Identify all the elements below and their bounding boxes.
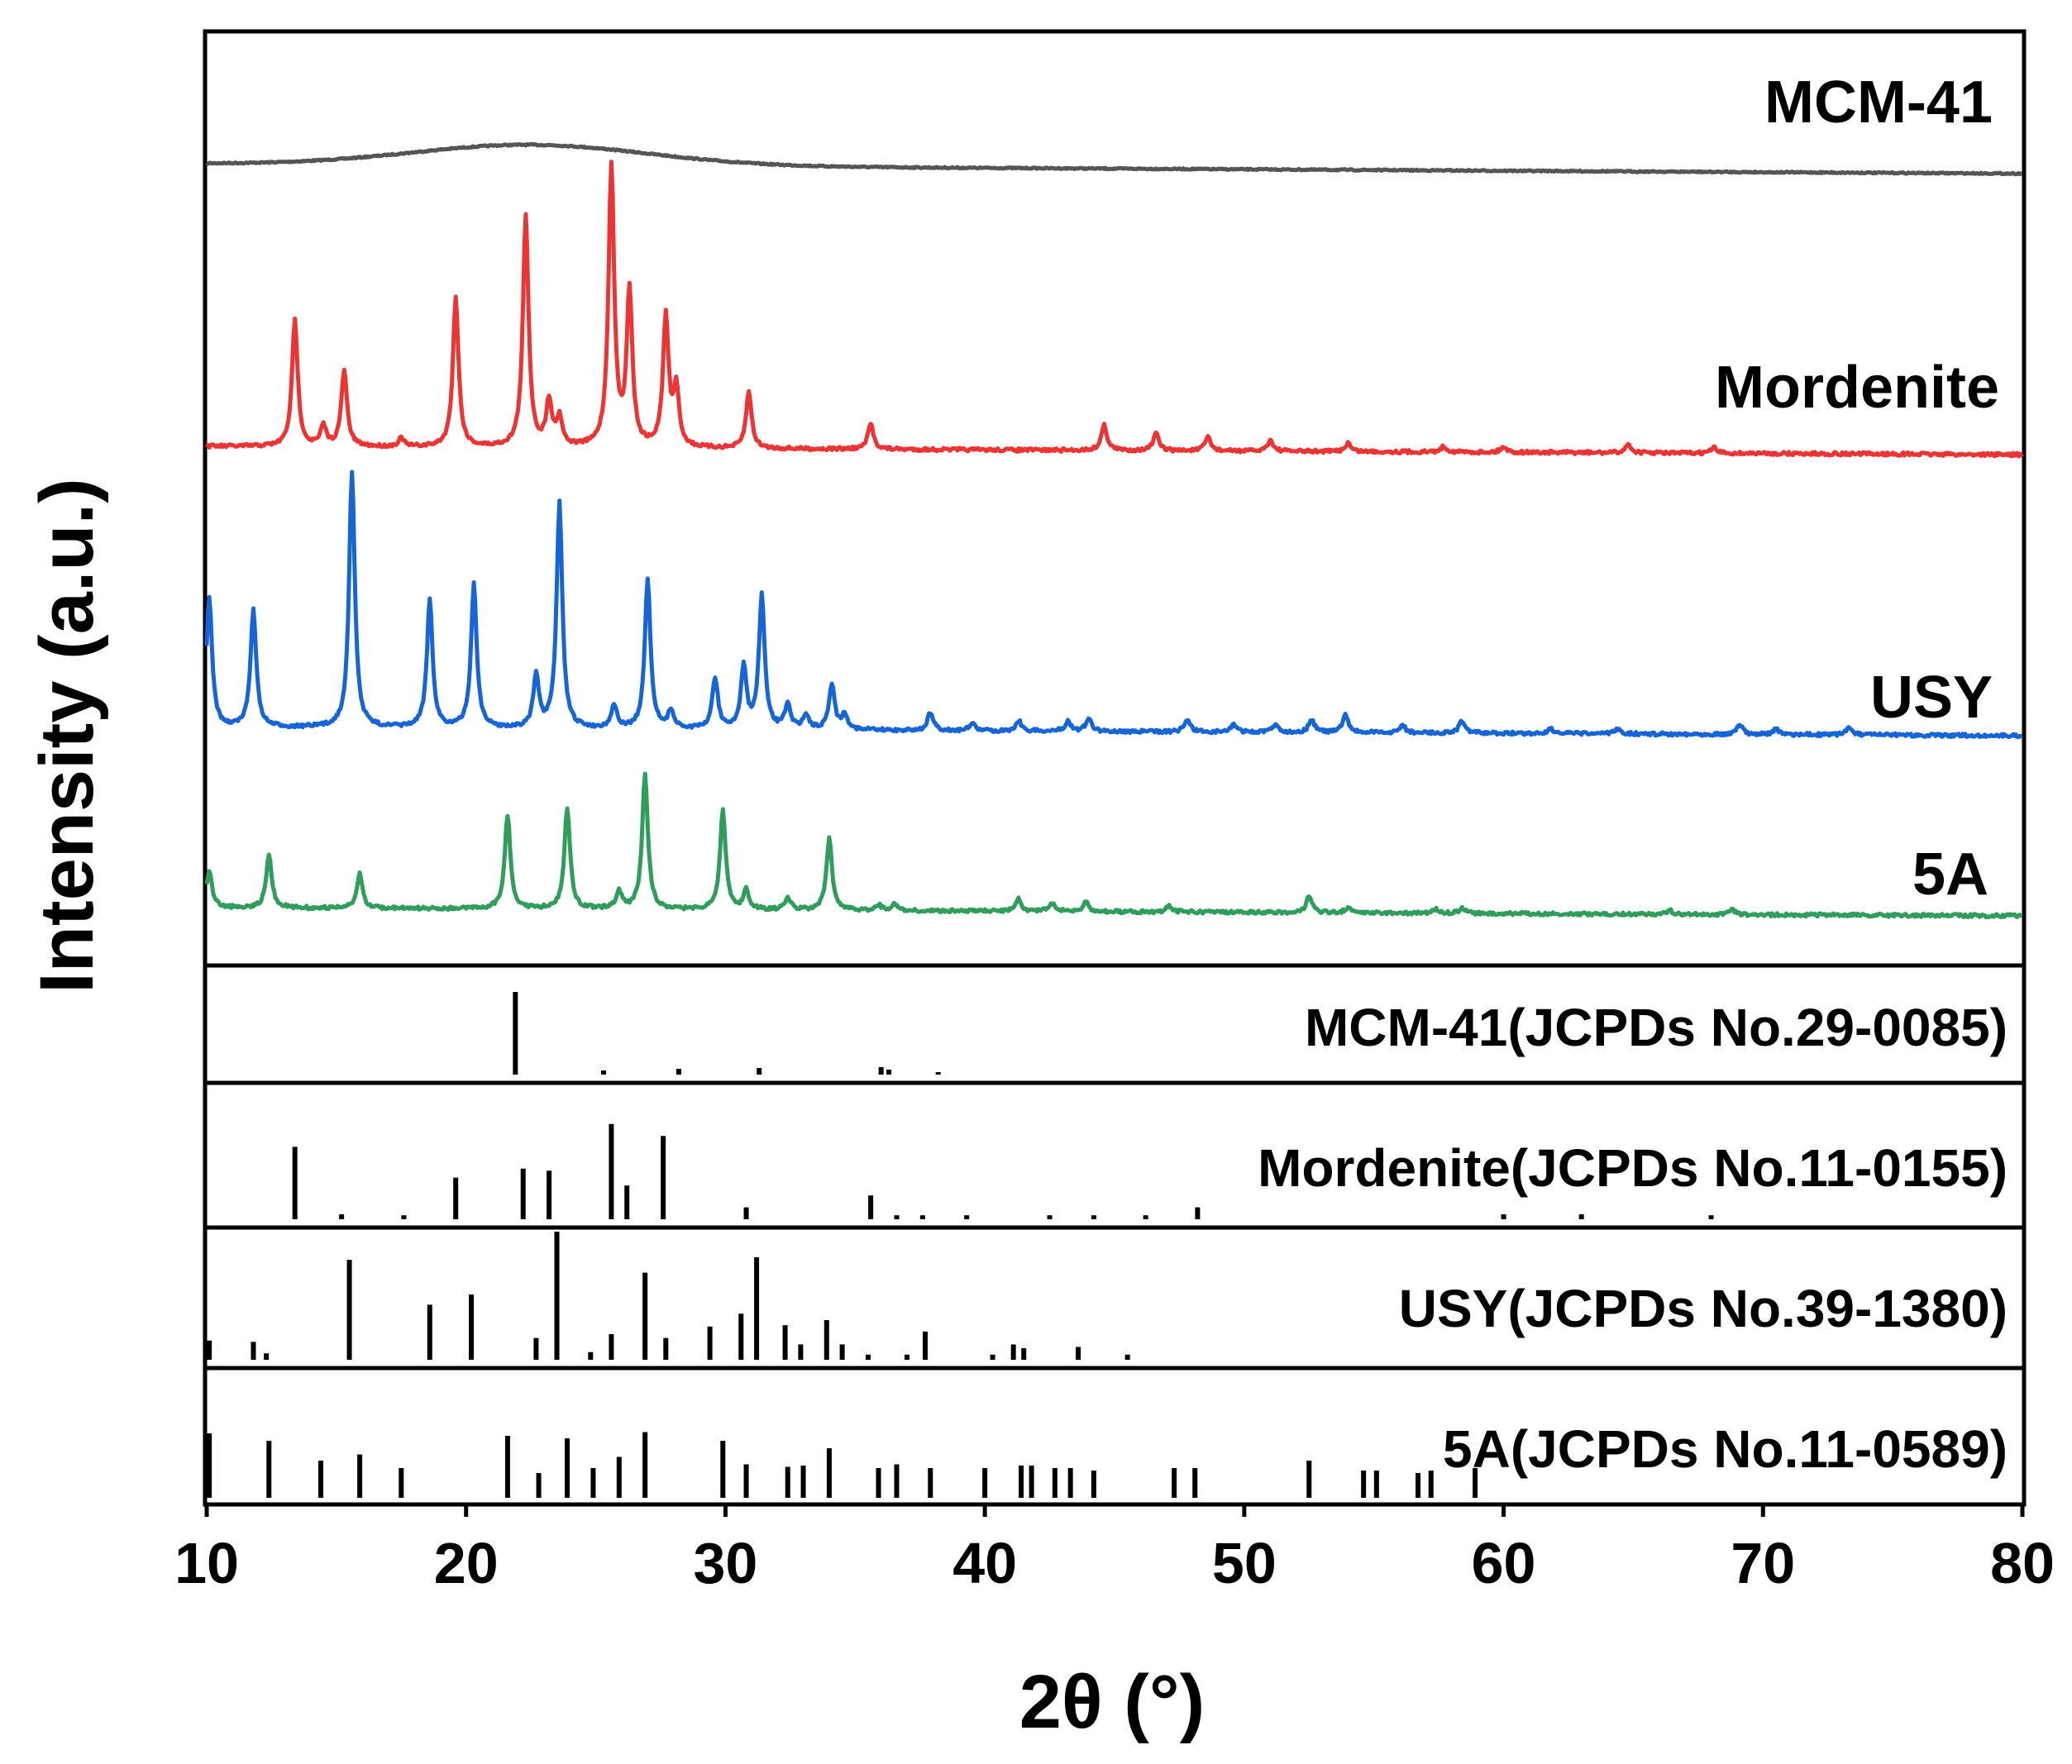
reference-panel-frame-5a	[203, 1366, 2027, 1507]
reference-label-5a: 5A(JCPDs No.11-0589)	[1443, 1419, 2008, 1479]
reference-sticks-5a	[207, 1432, 1478, 1498]
reference-label-mordenite: Mordenite(JCPDs No.11-0155)	[1258, 1138, 2008, 1198]
x-tick-label-80: 80	[1990, 1531, 2055, 1595]
x-axis-title: 2θ (°)	[1019, 1660, 1205, 1744]
series-line-mcm41	[205, 141, 2023, 177]
x-tick-label-70: 70	[1731, 1531, 1795, 1595]
reference-label-usy: USY(JCPDs No.39-1380)	[1399, 1279, 2008, 1338]
y-axis-title: Intensity (a.u.)	[25, 478, 109, 994]
x-tick-label-10: 10	[174, 1531, 239, 1595]
reference-label-mcm41: MCM-41(JCPDs No.29-0085)	[1305, 998, 2008, 1057]
legend-label-mcm41: MCM-41	[1764, 69, 1993, 136]
series-line-usy	[204, 470, 2023, 740]
series-line-5a	[204, 771, 2023, 920]
reference-sticks-usy	[207, 1232, 1130, 1360]
series-line-mordenite	[205, 160, 2024, 459]
legend-label-mordenite: Mordenite	[1715, 355, 1999, 421]
x-tick-label-20: 20	[434, 1531, 499, 1595]
x-tick-label-40: 40	[952, 1531, 1017, 1595]
reference-sticks-mordenite	[292, 1123, 1714, 1219]
legend-label-usy: USY	[1870, 665, 1993, 731]
x-tick-label-50: 50	[1212, 1531, 1277, 1595]
x-tick-label-30: 30	[693, 1531, 757, 1595]
reference-sticks-mcm41	[513, 992, 941, 1075]
x-axis-ticks: 10 20 30 40 50 60 70 80	[174, 1504, 2055, 1595]
x-tick-label-60: 60	[1472, 1531, 1536, 1595]
legend-label-5a: 5A	[1912, 841, 1988, 908]
